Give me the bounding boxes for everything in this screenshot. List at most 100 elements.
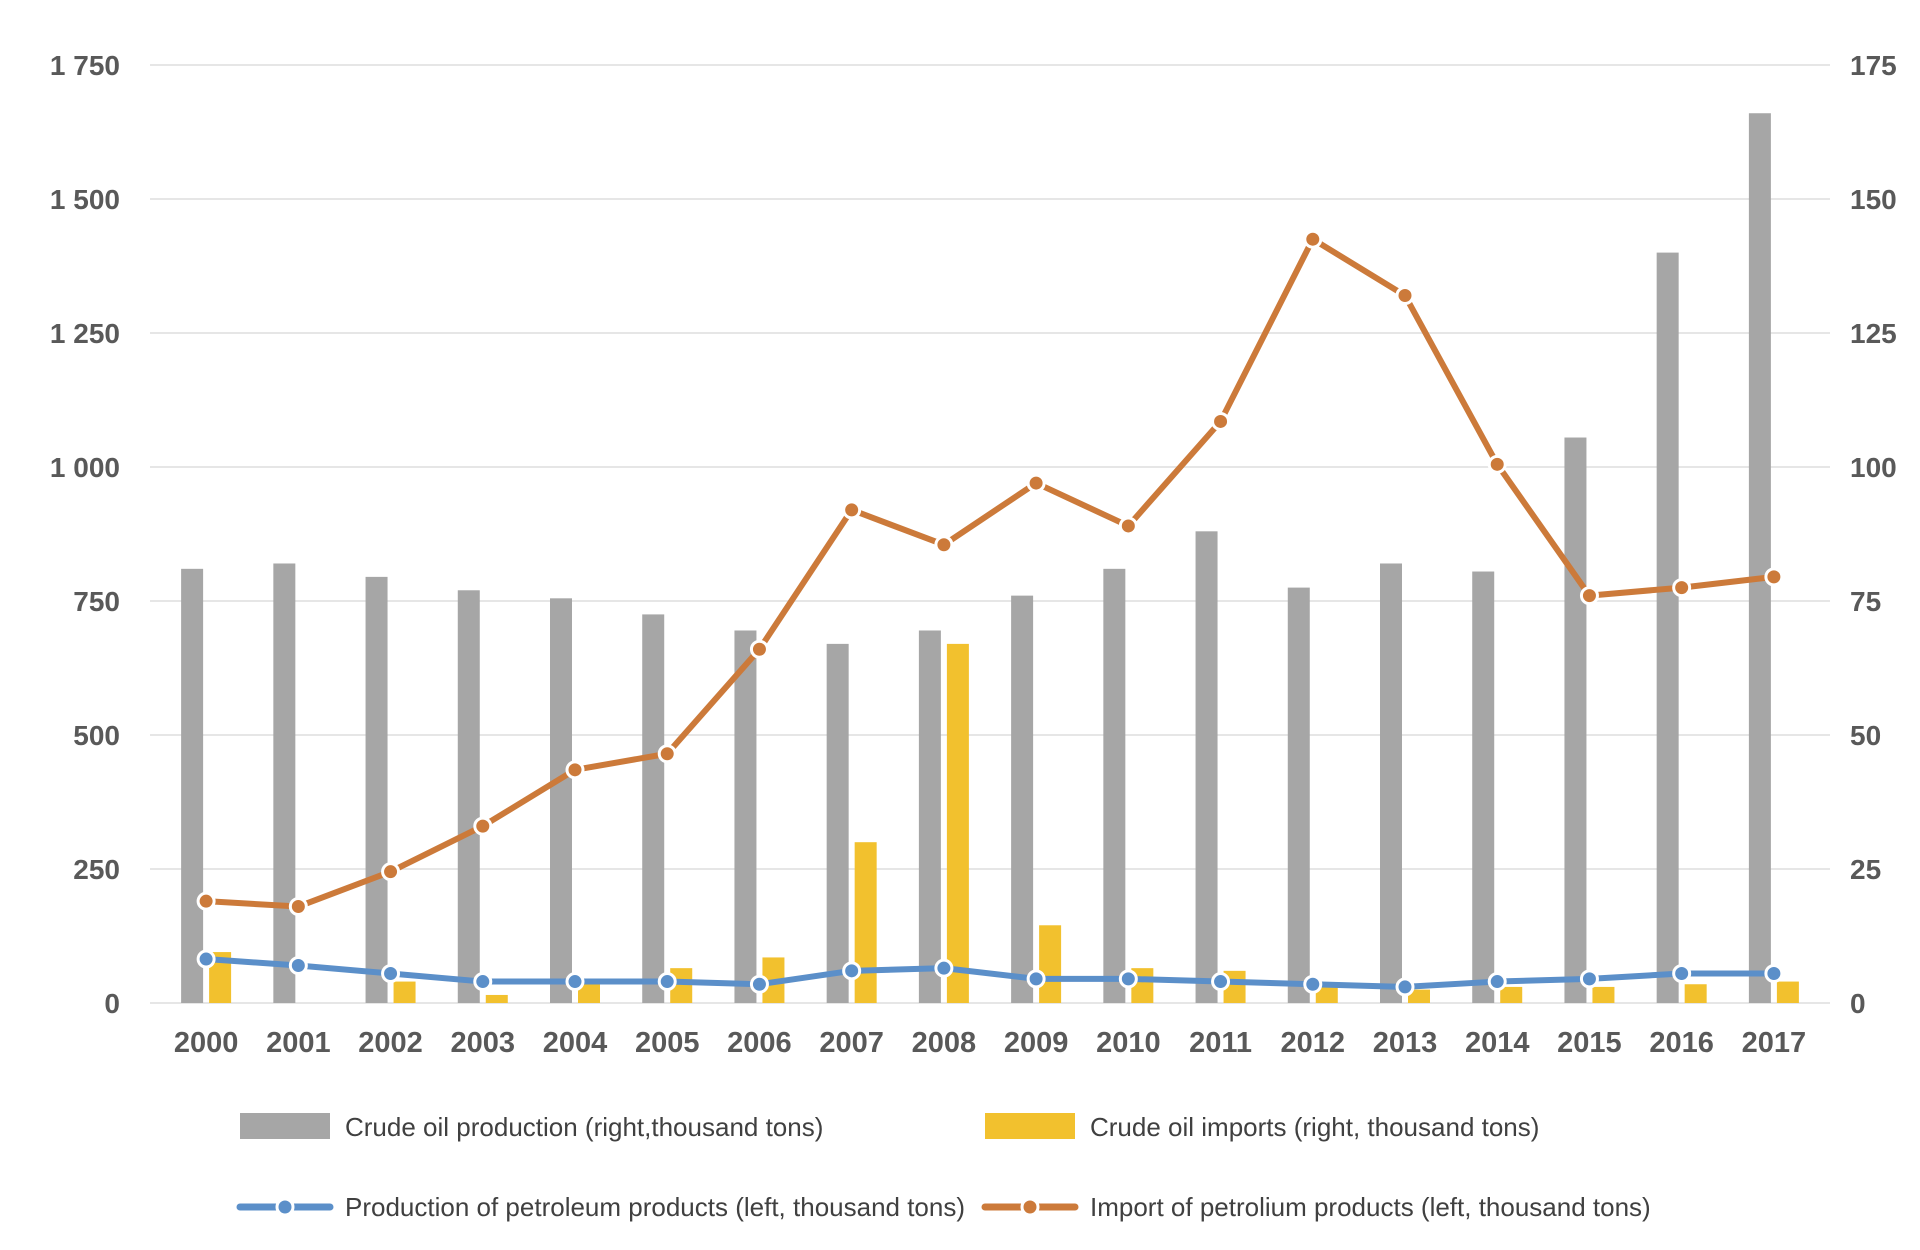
x-tick-label: 2000 (174, 1027, 239, 1059)
legend: Crude oil production (right,thousand ton… (236, 1112, 1651, 1222)
point-import-products (565, 760, 585, 780)
point-production-products (381, 964, 401, 984)
left-tick-label: 1 000 (50, 452, 120, 483)
point-import-products (842, 500, 862, 520)
point-import-products (1026, 473, 1046, 493)
point-import-products (1211, 411, 1231, 431)
right-tick-label: 0 (1850, 988, 1866, 1019)
x-tick-label: 2014 (1465, 1027, 1530, 1059)
x-tick-label: 2015 (1557, 1027, 1622, 1059)
point-import-products (196, 891, 216, 911)
x-tick-label: 2001 (266, 1027, 331, 1059)
lines (196, 229, 1784, 997)
bar-crude-production (457, 590, 480, 1003)
bar-crude-production (1195, 531, 1218, 1003)
right-tick-label: 25 (1850, 854, 1881, 885)
point-production-products (196, 949, 216, 969)
x-tick-label: 2017 (1742, 1027, 1807, 1059)
bar-crude-imports (854, 842, 877, 1003)
left-axis-ticks: 0 250 500 750 1 000 1 250 1 500 1 750 (50, 50, 120, 1019)
gridlines (150, 64, 1830, 1004)
x-tick-label: 2010 (1096, 1027, 1161, 1059)
point-production-products (1118, 969, 1138, 989)
point-production-products (1579, 969, 1599, 989)
x-tick-label: 2005 (635, 1027, 700, 1059)
left-tick-label: 0 (104, 988, 120, 1019)
point-production-products (1303, 974, 1323, 994)
bar-crude-production (642, 614, 665, 1003)
bar-crude-production (1472, 571, 1495, 1003)
x-tick-label: 2013 (1373, 1027, 1438, 1059)
x-tick-label: 2012 (1281, 1027, 1346, 1059)
bar-crude-production (365, 576, 388, 1003)
bar-crude-production (1564, 437, 1587, 1003)
right-tick-label: 150 (1850, 184, 1897, 215)
point-import-products (1395, 285, 1415, 305)
right-tick-label: 100 (1850, 452, 1897, 483)
left-tick-label: 1 250 (50, 318, 120, 349)
bar-crude-production (181, 568, 204, 1003)
x-tick-label: 2002 (358, 1027, 423, 1059)
point-import-products (1672, 578, 1692, 598)
right-tick-label: 50 (1850, 720, 1881, 751)
bar-crude-imports (1315, 984, 1338, 1003)
point-import-products (1118, 516, 1138, 536)
left-tick-label: 1 750 (50, 50, 120, 81)
x-tick-label: 2004 (543, 1027, 608, 1059)
point-production-products (1211, 972, 1231, 992)
bar-crude-imports (393, 981, 416, 1003)
bar-crude-imports (1776, 981, 1799, 1003)
legend-swatch-crude-imports (985, 1113, 1075, 1139)
point-import-products (749, 639, 769, 659)
point-import-products (657, 744, 677, 764)
x-tick-label: 2007 (819, 1027, 884, 1059)
bar-crude-imports (1500, 986, 1523, 1003)
x-tick-label: 2009 (1004, 1027, 1069, 1059)
point-production-products (565, 972, 585, 992)
left-tick-label: 250 (73, 854, 120, 885)
bar-crude-imports (946, 643, 969, 1003)
bar-crude-production (826, 643, 849, 1003)
bar-crude-imports (1039, 925, 1062, 1003)
point-production-products (657, 972, 677, 992)
point-production-products (1026, 969, 1046, 989)
legend-label: Production of petroleum products (left, … (345, 1192, 965, 1222)
point-production-products (1764, 964, 1784, 984)
x-axis-ticks: 2000 2001 2002 2003 2004 2005 2006 2007 2008 2009… (174, 1027, 1806, 1059)
bar-crude-imports (1684, 984, 1707, 1003)
point-import-products (934, 535, 954, 555)
legend-label: Import of petrolium products (left, thou… (1090, 1192, 1651, 1222)
line-production-products (203, 956, 1777, 990)
legend-label: Crude oil imports (right, thousand tons) (1090, 1112, 1539, 1142)
bars (181, 113, 1799, 1004)
point-import-products (1303, 229, 1323, 249)
x-tick-label: 2016 (1649, 1027, 1714, 1059)
point-production-products (1395, 977, 1415, 997)
bar-crude-imports (670, 968, 693, 1003)
bar-crude-production (550, 598, 572, 1003)
point-import-products (288, 897, 308, 917)
bar-crude-production (734, 630, 757, 1003)
bar-crude-imports (209, 952, 232, 1003)
bar-crude-production (1011, 595, 1034, 1003)
bar-crude-production (918, 630, 941, 1003)
bar-crude-imports (1592, 986, 1615, 1003)
point-production-products (842, 961, 862, 981)
bar-crude-production (1103, 568, 1126, 1003)
point-production-products (473, 972, 493, 992)
right-tick-label: 75 (1850, 586, 1881, 617)
left-tick-label: 750 (73, 586, 120, 617)
x-tick-label: 2008 (912, 1027, 977, 1059)
right-axis-ticks: 0 25 50 75 100 125 150 175 (1850, 50, 1897, 1019)
bar-crude-production (1656, 252, 1679, 1004)
x-tick-label: 2006 (727, 1027, 792, 1059)
legend-label: Crude oil production (right,thousand ton… (345, 1112, 823, 1142)
x-tick-label: 2003 (451, 1027, 516, 1059)
legend-swatch-crude-production (240, 1113, 330, 1139)
point-import-products (381, 862, 401, 882)
bar-crude-production (273, 563, 296, 1003)
bar-crude-production (1380, 563, 1402, 1003)
bar-crude-imports (1408, 989, 1430, 1003)
point-production-products (1672, 964, 1692, 984)
